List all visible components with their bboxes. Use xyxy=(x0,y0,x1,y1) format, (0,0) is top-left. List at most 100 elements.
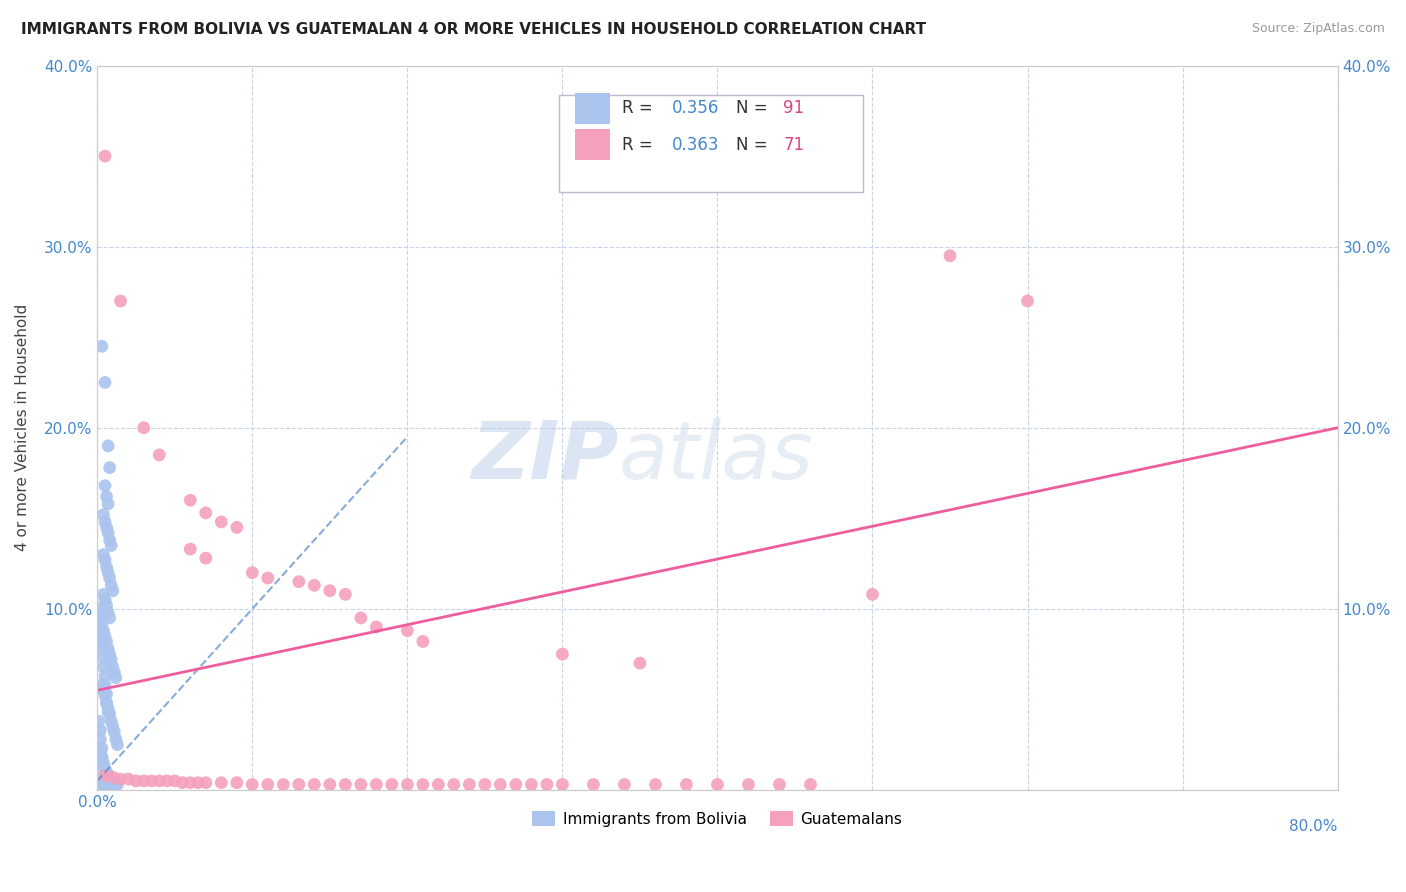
Point xyxy=(97,705,120,719)
Point xyxy=(304,777,326,791)
Point xyxy=(89,624,111,638)
Point xyxy=(613,777,636,791)
Point xyxy=(489,777,512,791)
Point xyxy=(156,773,179,788)
Point xyxy=(89,723,111,738)
Text: Source: ZipAtlas.com: Source: ZipAtlas.com xyxy=(1251,22,1385,36)
Point xyxy=(90,777,112,791)
Text: 91: 91 xyxy=(783,99,804,118)
Text: N =: N = xyxy=(737,99,773,118)
Point xyxy=(90,741,112,756)
Point xyxy=(103,777,125,791)
Point xyxy=(366,620,388,634)
Point xyxy=(104,671,127,685)
Point xyxy=(90,641,112,656)
Point xyxy=(94,592,117,607)
Point xyxy=(94,768,117,782)
Point xyxy=(225,520,247,534)
Point xyxy=(350,777,373,791)
Point xyxy=(96,634,118,648)
Point xyxy=(110,772,132,786)
Point xyxy=(644,777,666,791)
Point xyxy=(117,772,139,786)
Point xyxy=(94,777,117,791)
Bar xyxy=(575,93,610,124)
Point xyxy=(98,772,121,786)
Point xyxy=(768,777,790,791)
Point xyxy=(94,689,117,703)
Text: ZIP: ZIP xyxy=(471,417,619,496)
Point xyxy=(97,439,120,453)
Point xyxy=(97,497,120,511)
Point xyxy=(520,777,543,791)
Point xyxy=(104,732,127,747)
Point xyxy=(100,652,122,666)
Point xyxy=(187,775,209,789)
Text: 0.363: 0.363 xyxy=(672,136,718,153)
Point xyxy=(194,551,217,566)
Point xyxy=(90,616,112,631)
FancyBboxPatch shape xyxy=(558,95,862,193)
Point xyxy=(93,756,115,770)
Text: 71: 71 xyxy=(783,136,804,153)
Point xyxy=(271,777,294,791)
Point xyxy=(939,249,962,263)
Point xyxy=(94,678,117,692)
Y-axis label: 4 or more Vehicles in Household: 4 or more Vehicles in Household xyxy=(15,304,30,551)
Point xyxy=(89,777,111,791)
Point xyxy=(97,641,120,656)
Point xyxy=(94,669,117,683)
Point xyxy=(93,759,115,773)
Point xyxy=(96,764,118,779)
Point xyxy=(110,293,132,308)
Point xyxy=(101,775,124,789)
Legend: Immigrants from Bolivia, Guatemalans: Immigrants from Bolivia, Guatemalans xyxy=(526,805,908,833)
Point xyxy=(132,421,155,435)
Point xyxy=(94,761,117,775)
Point xyxy=(551,777,574,791)
Point xyxy=(98,647,121,661)
Point xyxy=(94,553,117,567)
Point xyxy=(98,777,121,791)
Point xyxy=(97,768,120,782)
Point xyxy=(93,777,115,791)
Point xyxy=(179,775,201,789)
Bar xyxy=(575,129,610,160)
Point xyxy=(89,743,111,757)
Point xyxy=(194,506,217,520)
Point xyxy=(396,777,419,791)
Point xyxy=(551,647,574,661)
Point xyxy=(98,571,121,585)
Text: R =: R = xyxy=(621,99,658,118)
Point xyxy=(90,634,112,648)
Point xyxy=(148,448,170,462)
Point xyxy=(335,777,357,791)
Point xyxy=(366,777,388,791)
Point xyxy=(103,665,125,680)
Point xyxy=(90,750,112,764)
Point xyxy=(103,725,125,739)
Point xyxy=(96,599,118,613)
Point xyxy=(93,683,115,698)
Point xyxy=(96,490,118,504)
Point xyxy=(172,775,194,789)
Point xyxy=(107,738,129,752)
Point xyxy=(209,515,232,529)
Point xyxy=(381,777,404,791)
Point xyxy=(194,775,217,789)
Point xyxy=(107,777,129,791)
Point xyxy=(93,650,115,665)
Point xyxy=(97,606,120,620)
Point xyxy=(706,777,728,791)
Point xyxy=(100,578,122,592)
Point xyxy=(225,775,247,789)
Point xyxy=(94,479,117,493)
Point xyxy=(101,583,124,598)
Point xyxy=(103,777,125,791)
Point xyxy=(100,539,122,553)
Point xyxy=(98,706,121,721)
Point xyxy=(163,773,186,788)
Point xyxy=(93,660,115,674)
Point xyxy=(799,777,821,791)
Point xyxy=(87,714,110,728)
